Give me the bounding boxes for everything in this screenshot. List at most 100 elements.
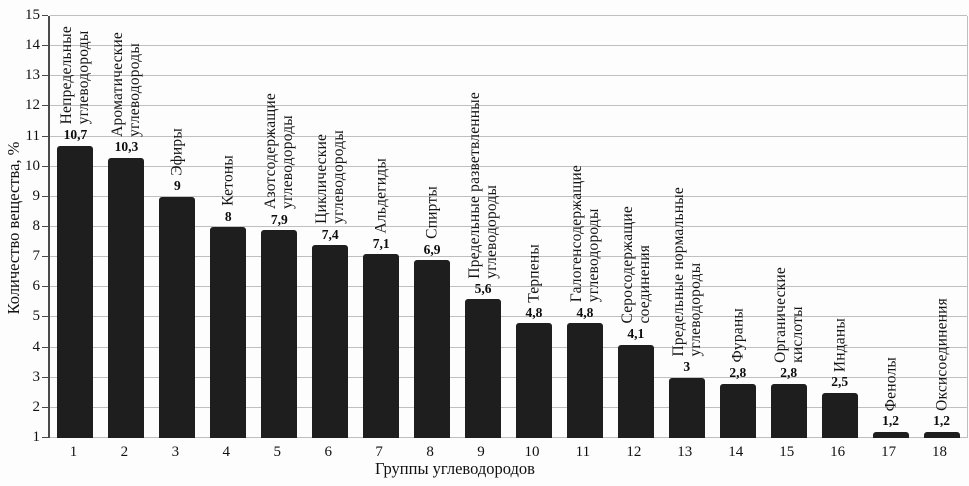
bar-value-label: 7,9 [270, 211, 288, 227]
gridline [50, 316, 967, 318]
bar-value-label: 5,6 [474, 280, 492, 296]
gridline [50, 437, 967, 438]
bar-value-label: 4,8 [576, 304, 594, 320]
x-tick-label: 7 [375, 444, 383, 460]
bar-category-label: Фенолы [882, 356, 900, 411]
bar-value-label: 4,1 [627, 326, 645, 342]
gridline [50, 195, 967, 197]
y-tick-mark [42, 316, 48, 318]
gridline [50, 376, 967, 378]
y-tick-label: 3 [32, 368, 41, 385]
y-tick-label: 12 [25, 97, 40, 114]
x-tick-label: 2 [120, 444, 129, 460]
y-tick-mark [42, 437, 48, 438]
bar [668, 377, 705, 438]
gridline [50, 135, 967, 137]
y-tick-mark [42, 346, 48, 348]
bar-category-label: Эфиры [168, 128, 186, 176]
bar [261, 230, 298, 438]
gridline [50, 75, 967, 77]
bar-value-label: 6,9 [423, 241, 441, 257]
x-axis: 1 2 3 4 5 6 7 8 9 10 11 12 13 14 15 16 17 18 [48, 441, 965, 461]
bar-category-label: Терпены [525, 243, 543, 303]
bar-category-label: Предельные разветвленные углеводороды [465, 91, 501, 279]
y-tick-mark [42, 376, 48, 378]
bar-category-label: Азотсодержащие углеводороды [262, 93, 297, 210]
x-tick-label: 1 [69, 444, 78, 460]
x-tick-label: 3 [171, 444, 180, 460]
bar-value-label: 2,5 [831, 374, 849, 390]
bar-value-label: 3 [683, 359, 691, 375]
y-tick-mark [42, 45, 48, 47]
y-tick-label: 1 [32, 429, 41, 445]
x-tick-label: 14 [728, 444, 744, 460]
gridline [50, 45, 967, 47]
bar-category-label: Предельные нормальные углеводороды [669, 187, 704, 357]
bar-value-label: 2,8 [780, 365, 798, 381]
bar-category-label: Непредельные углеводороды [58, 26, 93, 125]
y-tick-mark [42, 135, 48, 137]
bar [159, 196, 196, 438]
x-tick-label: 11 [575, 444, 591, 460]
bar-category-label: Циклические углеводороды [313, 130, 348, 225]
bar-category-label: Кетоны [219, 155, 237, 206]
gridline [50, 105, 967, 107]
y-tick-mark [42, 286, 48, 288]
y-tick-label: 7 [32, 248, 41, 265]
plot-area: 10,7 Непредельные углеводороды 10,3 Аромати… [42, 15, 968, 438]
x-tick-label: 6 [324, 444, 332, 460]
y-tick-label: 9 [32, 187, 41, 204]
bar [210, 227, 247, 438]
y-tick-mark [42, 165, 48, 167]
bar [57, 145, 94, 438]
bar-value-label: 10,3 [114, 139, 139, 155]
x-tick-label: 10 [524, 444, 540, 460]
gridline [50, 286, 967, 288]
x-tick-label: 15 [779, 444, 795, 460]
bar [617, 344, 654, 438]
y-tick-label: 13 [25, 67, 40, 84]
y-tick-label: 5 [32, 308, 41, 325]
bar-category-label: Инданы [831, 317, 849, 372]
y-tick-mark [42, 406, 48, 408]
x-tick-label: 5 [273, 444, 282, 460]
bar-category-label: Органические кислоты [771, 266, 806, 363]
gridline [50, 346, 967, 348]
bar [414, 260, 451, 438]
y-tick-mark [42, 105, 48, 107]
bar-value-label: 1,2 [933, 413, 950, 429]
bar [363, 254, 400, 438]
x-axis-title: Группы углеводородов [375, 459, 535, 478]
gridline [50, 15, 967, 16]
y-tick-mark [42, 195, 48, 197]
x-tick-label: 16 [830, 444, 846, 460]
bar-category-label: Фураны [729, 308, 747, 363]
bar [515, 323, 552, 438]
bar [108, 157, 145, 438]
y-tick-label: 4 [32, 338, 41, 355]
y-tick-mark [42, 226, 48, 227]
bar-category-label: Альдегиды [372, 157, 390, 234]
y-tick-label: 8 [32, 218, 41, 234]
bar [465, 299, 502, 438]
bar-category-label: Ароматические углеводороды [109, 31, 144, 137]
bar [312, 245, 349, 438]
x-tick-label: 12 [626, 444, 642, 460]
gridline [50, 226, 967, 227]
y-tick-label: 14 [25, 37, 40, 54]
y-tick-mark [42, 256, 48, 258]
bar [719, 383, 756, 438]
bar-value-label: 4,8 [525, 304, 543, 320]
y-tick-mark [42, 75, 48, 77]
bar [821, 392, 858, 438]
gridline [50, 406, 967, 408]
bar [770, 383, 807, 438]
y-tick-label: 6 [32, 278, 41, 295]
x-tick-label: 17 [881, 444, 897, 460]
y-tick-label: 15 [25, 7, 40, 23]
bar-category-label: Спирты [423, 186, 441, 240]
bar-value-label: 1,2 [882, 413, 900, 429]
bar [872, 431, 909, 438]
y-axis: 1 2 3 4 5 6 7 8 9 10 11 12 13 14 15 [0, 8, 44, 445]
